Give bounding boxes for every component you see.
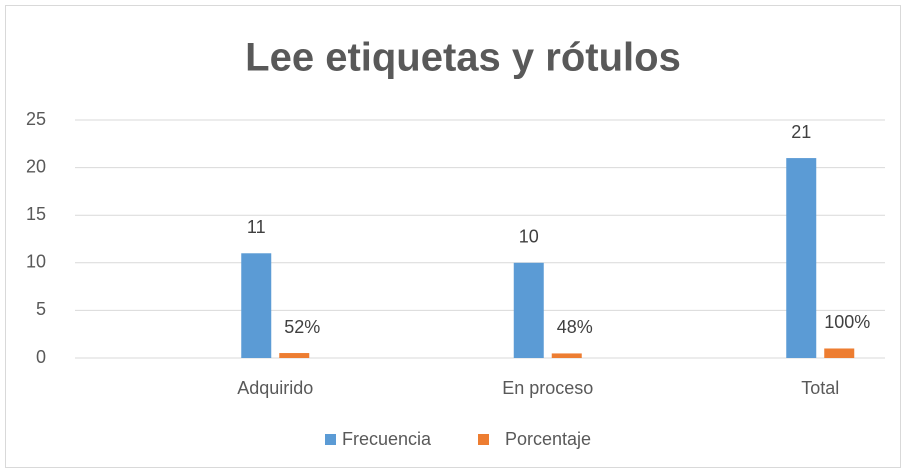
data-label: 10: [519, 227, 539, 247]
data-label: 48%: [557, 317, 593, 337]
bar: [551, 353, 582, 358]
bar: [279, 353, 310, 358]
data-label: 52%: [284, 317, 320, 337]
y-tick-label: 25: [26, 109, 46, 129]
y-tick-label: 15: [26, 204, 46, 224]
bar: [241, 253, 272, 358]
y-tick-label: 5: [36, 299, 46, 319]
legend-swatch: [478, 434, 489, 445]
chart-title: Lee etiquetas y rótulos: [245, 36, 681, 80]
y-tick-label: 10: [26, 252, 46, 272]
x-tick-label: Total: [801, 378, 839, 398]
bar: [824, 348, 855, 358]
bar: [513, 262, 544, 358]
x-tick-label: Adquirido: [237, 378, 313, 398]
x-tick-label: En proceso: [502, 378, 593, 398]
chart-border: [5, 5, 901, 468]
legend-label: Frecuencia: [342, 429, 432, 449]
bar: [786, 158, 817, 358]
data-label: 100%: [824, 312, 870, 332]
y-tick-label: 0: [36, 347, 46, 367]
legend-label: Porcentaje: [505, 429, 591, 449]
y-tick-label: 20: [26, 156, 46, 176]
data-label: 21: [791, 122, 811, 142]
legend-swatch: [325, 434, 336, 445]
data-label: 11: [247, 217, 266, 237]
